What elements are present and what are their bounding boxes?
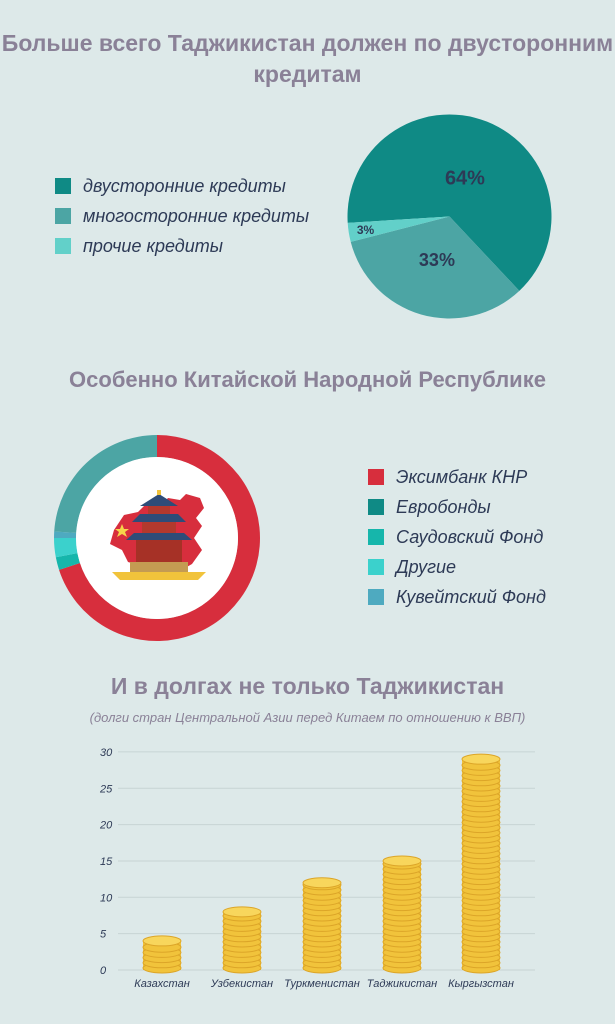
coin-stack-bar <box>461 753 501 974</box>
subtitle-debt-gdp: (долги стран Центральной Азии перед Кита… <box>89 710 526 725</box>
donut-segment <box>54 531 77 538</box>
pie-slice <box>347 216 450 242</box>
legend-label: прочие кредиты <box>83 235 223 256</box>
y-tick-label: 5 <box>100 929 107 941</box>
pie-slice <box>350 216 520 319</box>
legend-label: Эксимбанк КНР <box>396 466 528 487</box>
coin-stack-bar <box>142 935 182 974</box>
legend-label: Другие <box>396 556 456 577</box>
legend-swatch <box>55 208 71 224</box>
x-tick-label: Казахстан <box>134 978 190 990</box>
legend-label: Саудовский Фонд <box>396 526 544 547</box>
x-tick-label: Кыргызстан <box>448 978 514 990</box>
coin-top <box>142 935 182 947</box>
legend-swatch <box>55 178 71 194</box>
y-tick-label: 20 <box>99 820 113 832</box>
donut-segment <box>54 538 78 558</box>
legend-swatch <box>368 589 384 605</box>
legend-item: Эксимбанк КНР <box>368 462 546 492</box>
legend-swatch <box>368 469 384 485</box>
legend-label: многосторонние кредиты <box>83 205 310 226</box>
x-tick-label: Таджикистан <box>367 978 437 990</box>
title-china: Особенно Китайской Народной Республике <box>69 367 546 392</box>
coin-top <box>461 753 501 765</box>
legend-swatch <box>368 499 384 515</box>
pie-slice <box>347 114 552 291</box>
title-central-asia: И в долгах не только Таджикистан <box>110 673 505 699</box>
pie-slice-label: 33% <box>419 250 455 270</box>
coin-stack-bar <box>382 855 422 974</box>
y-tick-label: 30 <box>100 747 113 759</box>
legend-swatch <box>55 238 71 254</box>
donut-legend: Эксимбанк КНР Евробонды Саудовский Фонд … <box>368 462 546 612</box>
title-bilateral-credits: Больше всего Таджикистан должен по двуст… <box>1 30 614 87</box>
legend-swatch <box>368 559 384 575</box>
y-tick-label: 0 <box>100 965 107 977</box>
donut-segment <box>54 435 157 533</box>
donut-segment <box>55 553 80 570</box>
legend-label: Кувейтский Фонд <box>396 586 546 607</box>
coin-stack-bar <box>302 877 342 974</box>
china-map-temple-icon <box>110 490 206 580</box>
legend-swatch <box>368 529 384 545</box>
legend-item: Другие <box>368 552 546 582</box>
coin-top <box>302 877 342 889</box>
legend-item: многосторонние кредиты <box>55 201 309 231</box>
pie-slice-label: 3% <box>357 223 375 237</box>
coin-top <box>382 855 422 867</box>
legend-label: Евробонды <box>396 496 491 517</box>
coin-top <box>222 906 262 918</box>
coin-bar-chart: 0 5 10 15 20 25 30 Казахстан Узбекистан Туркменис… <box>99 747 535 990</box>
legend-item: Кувейтский Фонд <box>368 582 546 612</box>
pie-slice-label: 64% <box>445 167 485 189</box>
y-tick-label: 15 <box>100 856 113 868</box>
pie-legend: двусторонние кредиты многосторонние кред… <box>55 171 309 261</box>
legend-label: двусторонние кредиты <box>83 175 286 196</box>
legend-item: Евробонды <box>368 492 546 522</box>
y-tick-label: 10 <box>100 892 113 904</box>
x-tick-label: Туркменистан <box>284 978 360 990</box>
coin-stack-bar <box>222 906 262 974</box>
legend-item: двусторонние кредиты <box>55 171 309 201</box>
legend-item: прочие кредиты <box>55 231 309 261</box>
y-tick-label: 25 <box>99 783 113 795</box>
pie-chart-credit-types: 64% 33% 3% <box>347 114 552 319</box>
x-tick-label: Узбекистан <box>210 978 273 990</box>
legend-item: Саудовский Фонд <box>368 522 546 552</box>
